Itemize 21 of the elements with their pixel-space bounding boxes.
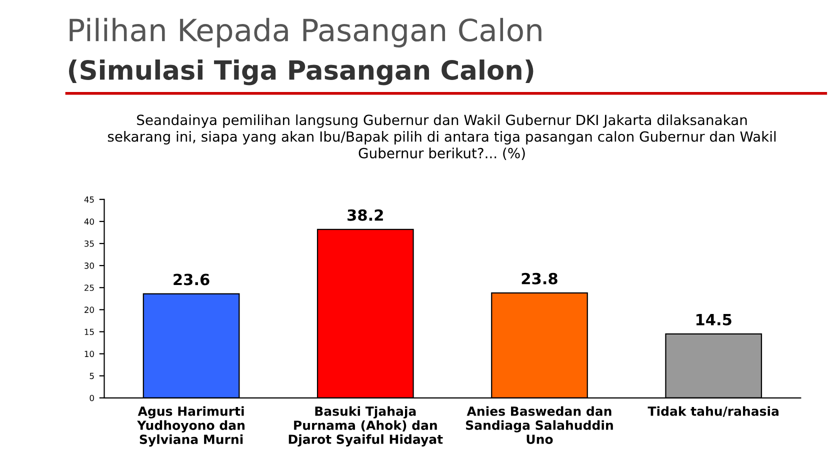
y-tick-label: 15 <box>84 328 94 336</box>
data-label: 23.8 <box>522 272 558 284</box>
y-tick-label: 5 <box>90 372 94 380</box>
y-tick-label: 20 <box>84 306 94 313</box>
text: Seandainya pemilihan langsung Gubernur dan Wakil Gubernur DKI Jakarta dilaksanakan sekarang ini, siapa yang akan Ibu/Bapak pilih di antara tiga pasangan calon Gubernur dan Wakil Gubernur berikut?... (%) <box>108 114 776 160</box>
data-label: 23.6 <box>174 274 210 286</box>
y-tick-label: 10 <box>84 350 94 358</box>
x-tick-label: Anies Baswedan dan Sandiaga Salahuddin Uno <box>466 406 613 444</box>
y-tick-label: 30 <box>84 262 94 269</box>
y-tick-label: 35 <box>84 240 94 247</box>
chart-subtitle: (Simulasi Tiga Pasangan Calon) <box>68 60 534 86</box>
chart-title: Pilihan Kepada Pasangan Calon <box>70 18 542 48</box>
y-tick-label: 45 <box>84 196 94 203</box>
y-tick-label: 25 <box>84 284 94 291</box>
y-tick-label: 0 <box>90 394 94 402</box>
y-tick-label: 40 <box>84 218 94 225</box>
x-tick-label: Basuki Tjahaja Purnama (Ahok) dan Djarot Syaiful Hidayat <box>288 406 443 447</box>
data-label: 14.5 <box>696 314 732 326</box>
x-tick-label: Agus Harimurti Yudhoyono dan Sylviana Murni <box>137 406 244 447</box>
x-tick-label: Tidak tahu/rahasia <box>648 406 778 417</box>
data-label: 38.2 <box>348 209 383 221</box>
